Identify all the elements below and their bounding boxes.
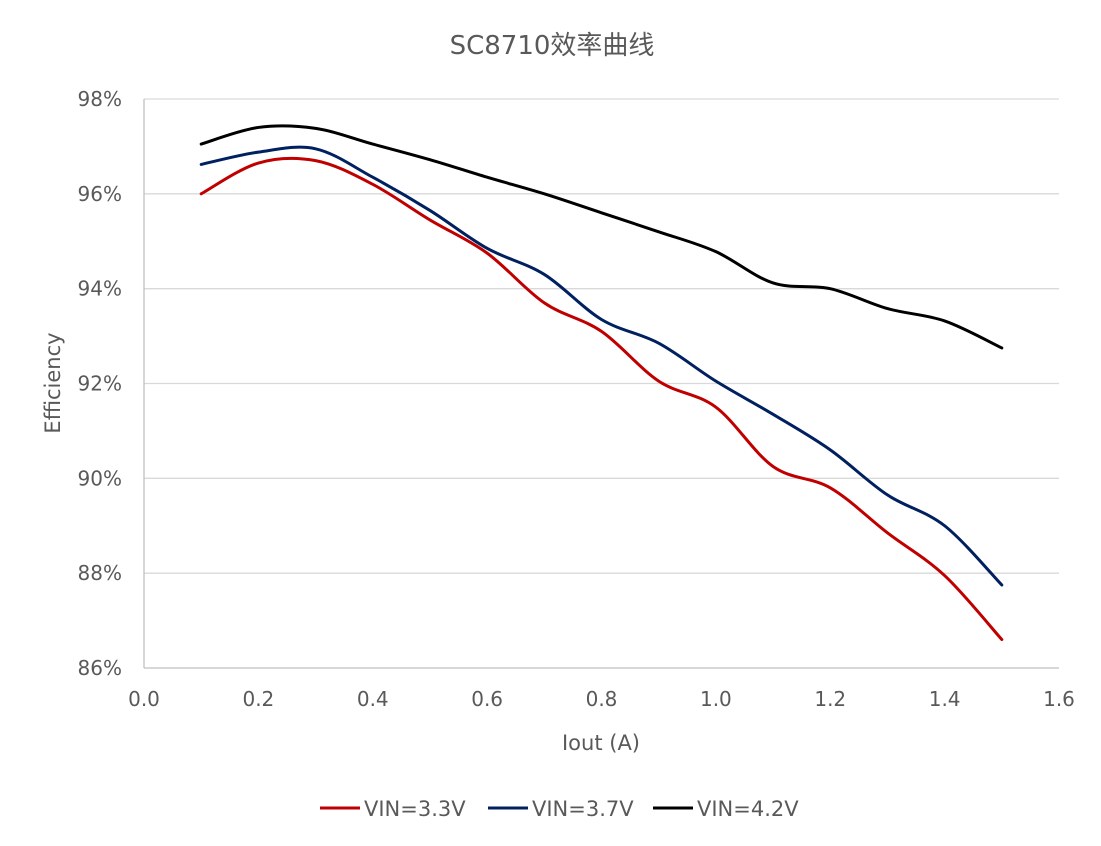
legend-label: VIN=3.7V — [532, 797, 634, 821]
y-tick-label: 96% — [78, 182, 122, 206]
y-tick-label: 86% — [78, 656, 122, 680]
grid-lines — [144, 98, 1059, 574]
series-lines — [199, 124, 1004, 642]
x-tick-label: 0.4 — [357, 687, 389, 711]
y-tick-label: 90% — [78, 466, 122, 490]
y-tick-label: 92% — [78, 372, 122, 396]
y-tick-label: 94% — [78, 277, 122, 301]
series-line-0 — [199, 156, 1004, 642]
legend-label: VIN=3.3V — [364, 797, 466, 821]
y-tick-label: 88% — [78, 561, 122, 585]
y-tick-label: 98% — [78, 87, 122, 111]
x-tick-labels: 0.0 0.2 0.4 0.6 0.8 1.0 1.2 1.4 1.6 — [128, 687, 1075, 711]
legend: VIN=3.3V VIN=3.7V VIN=4.2V — [320, 797, 799, 821]
series-line-1 — [199, 145, 1004, 587]
x-tick-label: 1.2 — [814, 687, 846, 711]
y-tick-labels: 86% 88% 90% 92% 94% 96% 98% — [78, 87, 122, 680]
chart-title: SC8710效率曲线 — [450, 31, 655, 61]
legend-label: VIN=4.2V — [697, 797, 799, 821]
y-axis-title: Efficiency — [41, 332, 65, 433]
x-tick-label: 0.6 — [471, 687, 503, 711]
x-tick-label: 0.0 — [128, 687, 160, 711]
x-axis-title: Iout (A) — [562, 731, 640, 755]
series-line-2 — [199, 124, 1004, 350]
x-tick-label: 1.4 — [929, 687, 961, 711]
x-tick-label: 1.6 — [1043, 687, 1075, 711]
x-tick-label: 0.8 — [586, 687, 618, 711]
x-tick-label: 0.2 — [242, 687, 274, 711]
x-tick-label: 1.0 — [700, 687, 732, 711]
